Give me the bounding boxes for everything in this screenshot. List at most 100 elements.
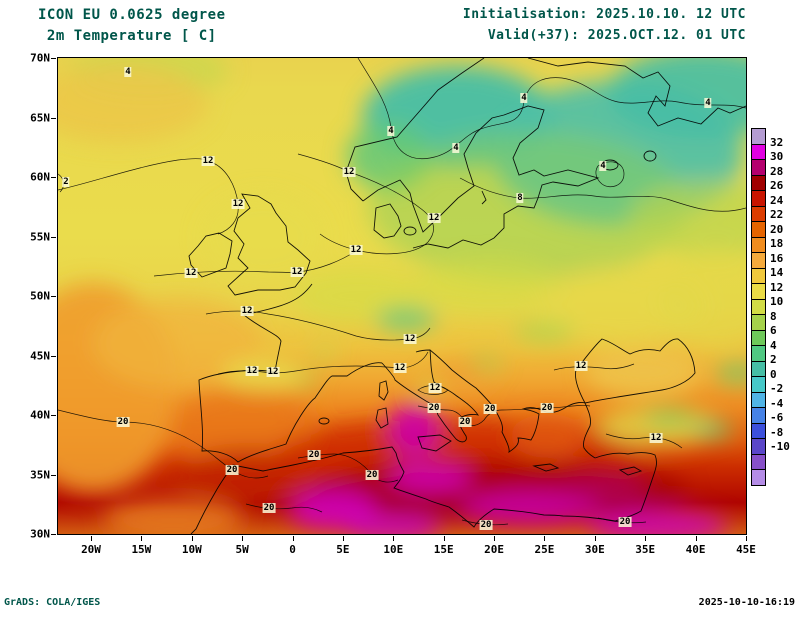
- lon-tick-label: 30E: [584, 543, 605, 556]
- colorbar-tick-label: 22: [770, 208, 784, 221]
- colorbar-segment: [752, 174, 765, 190]
- colorbar-tick-label: 0: [770, 367, 777, 381]
- colorbar-tick-label: 8: [770, 309, 777, 323]
- lon-tick-label: 15W: [131, 543, 152, 556]
- lon-tick-label: 5E: [336, 543, 350, 556]
- colorbar-tick-label: -2: [770, 382, 784, 395]
- initialisation-time: Initialisation: 2025.10.10. 12 UTC: [462, 7, 746, 22]
- lat-tick: [51, 415, 56, 416]
- lon-tick: [91, 536, 92, 541]
- lat-tick: [51, 355, 56, 357]
- lat-tick-label: 35N: [30, 468, 50, 481]
- colorbar-segment: [752, 252, 765, 268]
- lat-tick: [51, 474, 56, 476]
- colorbar-tick-label: 6: [770, 324, 777, 337]
- colorbar-segment: [752, 298, 765, 314]
- lat-tick: [51, 534, 56, 535]
- lon-tick-label: 20W: [81, 543, 101, 556]
- colorbar-tick-label: 10: [770, 295, 784, 308]
- colorbar-segment: [752, 453, 765, 469]
- colorbar-segment: [752, 360, 765, 376]
- lat-tick-label: 50N: [30, 289, 50, 303]
- lon-tick-label: 10E: [383, 543, 404, 556]
- lat-tick: [51, 296, 56, 297]
- lon-tick: [292, 536, 294, 541]
- colorbar-segment: [752, 438, 765, 454]
- lat-tick: [51, 58, 56, 59]
- lon-tick-label: 0: [289, 543, 296, 556]
- lat-tick-label: 40N: [30, 408, 50, 422]
- colorbar-tick-label: 18: [770, 237, 784, 250]
- lon-tick: [594, 536, 596, 541]
- colorbar-tick-label: 4: [770, 338, 777, 352]
- colorbar-segment: [752, 267, 765, 283]
- colorbar-tick-label: 14: [770, 266, 784, 279]
- colorbar-tick-label: -4: [770, 396, 784, 410]
- lat-tick-label: 70N: [30, 51, 50, 65]
- lon-tick-label: 20E: [484, 543, 504, 556]
- colorbar-segment: [752, 376, 765, 392]
- lon-tick-label: 25E: [534, 543, 555, 556]
- lat-tick-label: 65N: [30, 111, 50, 124]
- lon-tick: [443, 536, 445, 541]
- colorbar-tick-label: 12: [770, 280, 784, 294]
- lon-tick: [393, 536, 395, 541]
- lon-tick: [191, 536, 193, 541]
- lon-tick: [645, 536, 647, 541]
- colorbar-segment: [752, 314, 765, 330]
- lon-tick: [494, 536, 496, 541]
- colorbar-segment: [752, 221, 765, 237]
- colorbar-segment: [752, 143, 765, 159]
- lat-tick-label: 30N: [30, 527, 50, 541]
- colorbar-tick-label: 32: [770, 135, 784, 149]
- colorbar-tick-label: -10: [770, 440, 790, 453]
- parameter-title: 2m Temperature [ C]: [38, 28, 217, 44]
- temperature-blobs: [58, 58, 746, 534]
- lat-tick: [51, 177, 56, 178]
- colorbar-segment: [752, 236, 765, 252]
- lat-tick-label: 55N: [30, 230, 50, 243]
- temperature-field-map: [58, 58, 746, 534]
- lon-tick: [342, 536, 344, 541]
- colorbar-tick-label: 24: [770, 193, 784, 207]
- colorbar-segment: [752, 159, 765, 175]
- lat-tick-label: 45N: [30, 349, 50, 362]
- colorbar-labels: 32 30 28 26 24 22 20 18 16 14 12 10 8 6 4 2 0 -2 -4 -6 -8 -10: [770, 128, 798, 462]
- colorbar-tick-label: 26: [770, 179, 784, 192]
- creation-timestamp: 2025-10-10-16:19: [698, 597, 795, 608]
- lat-tick: [51, 117, 56, 119]
- lat-tick: [51, 236, 56, 238]
- coastlines: [188, 58, 746, 534]
- colorbar-tick-label: 20: [770, 222, 784, 236]
- lon-tick-label: 45E: [736, 543, 756, 556]
- grads-credit: GrADS: COLA/IGES: [4, 597, 101, 608]
- colorbar-segment: [752, 345, 765, 361]
- model-title: ICON EU 0.0625 degree: [38, 7, 226, 23]
- lon-tick: [141, 536, 143, 541]
- plot-area: 4 4 4 4 4 4 2 12 12 12 8 12 12 12 12 12 12 12 12 12 12 12 12 20…: [30, 52, 756, 557]
- colorbar-segment: [752, 190, 765, 206]
- colorbar-segment: [752, 391, 765, 407]
- lon-tick: [695, 536, 697, 541]
- colorbar-segment: [752, 205, 765, 221]
- colorbar-tick-label: 2: [770, 353, 777, 366]
- lon-tick: [544, 536, 546, 541]
- colorbar-segment: [752, 407, 765, 423]
- colorbar-segment: [752, 469, 765, 485]
- colorbar-segment: [752, 129, 765, 144]
- colorbar-segment: [752, 283, 765, 299]
- colorbar-tick-label: 28: [770, 164, 784, 178]
- colorbar: [751, 128, 766, 486]
- lon-tick: [242, 536, 244, 541]
- colorbar-segment: [752, 422, 765, 438]
- colorbar-tick-label: 30: [770, 150, 784, 163]
- colorbar-segment: [752, 329, 765, 345]
- lat-tick-label: 60N: [30, 170, 50, 184]
- valid-time: Valid(+37): 2025.OCT.12. 01 UTC: [487, 28, 746, 43]
- colorbar-tick-label: -8: [770, 425, 784, 439]
- colorbar-tick-label: -6: [770, 411, 784, 424]
- lon-tick-label: 15E: [433, 543, 454, 556]
- lon-tick-label: 40E: [685, 543, 706, 556]
- lon-tick-label: 5W: [235, 543, 249, 556]
